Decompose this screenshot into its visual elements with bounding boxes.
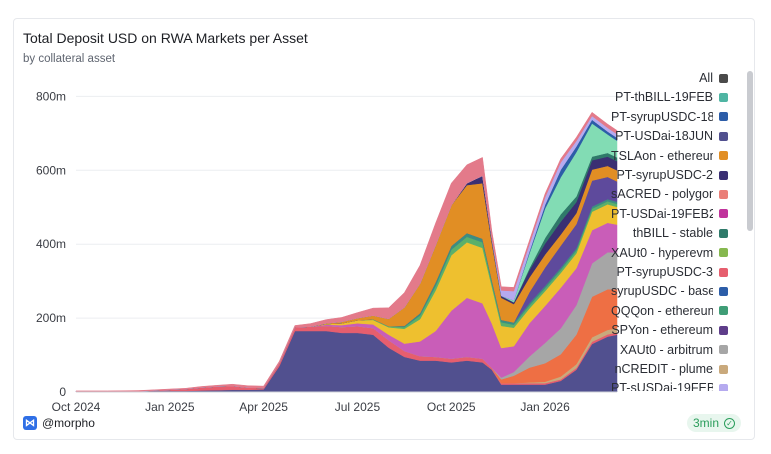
legend-item[interactable]: PT-syrupUSDC-3: [616, 263, 728, 281]
legend-label: PT-syrupUSDC-2: [616, 168, 713, 182]
legend-item[interactable]: PT-syrupUSDC-2: [616, 166, 728, 184]
legend-swatch: [719, 228, 728, 238]
x-tick-label: Oct 2025: [427, 400, 476, 414]
y-tick-label: 400m: [36, 237, 66, 251]
legend-swatch: [719, 383, 728, 391]
legend-item[interactable]: thBILL - stable: [633, 224, 728, 242]
legend-swatch: [719, 189, 728, 199]
refresh-label: 3min: [693, 416, 720, 430]
legend-label: sACRED - polygon: [611, 187, 713, 202]
brand-label: @morpho: [42, 416, 95, 430]
legend-swatch: [719, 364, 728, 374]
legend-item[interactable]: syrupUSDC - base: [611, 282, 728, 300]
legend-item[interactable]: PT-thBILL-19FEB: [615, 88, 728, 106]
y-tick-label: 600m: [36, 163, 66, 177]
x-tick-label: Jul 2025: [335, 400, 381, 414]
legend-swatch: [719, 131, 728, 141]
check-circle-icon: ✓: [724, 417, 736, 429]
legend-item[interactable]: XAUt0 - arbitrum: [620, 341, 728, 359]
x-tick-label: Jan 2026: [520, 400, 570, 414]
legend-item[interactable]: XAUt0 - hyperevm: [611, 244, 728, 262]
legend-label: PT-syrupUSDC-18: [611, 109, 713, 124]
x-tick-label: Jan 2025: [145, 400, 195, 414]
legend-item[interactable]: QQQon - ethereum: [611, 302, 728, 320]
x-tick-label: Apr 2025: [239, 400, 288, 414]
legend-swatch: [719, 73, 728, 83]
stacked-area-chart[interactable]: 0 200m 400m 600m 800m Oct 2024 Jan 2025 Apr 202…: [14, 19, 754, 439]
legend-swatch: [719, 170, 728, 180]
chart-subtitle: by collateral asset: [23, 53, 116, 65]
brand[interactable]: ⋈ @morpho: [23, 416, 95, 430]
legend-label: All: [699, 71, 713, 85]
legend-item[interactable]: PT-sUSDai-19FEB: [611, 379, 728, 391]
morpho-logo-icon: ⋈: [23, 416, 37, 430]
legend-label: thBILL - stable: [632, 226, 713, 241]
legend-item[interactable]: PT-syrupUSDC-18: [611, 108, 728, 126]
area-series: [75, 111, 618, 392]
legend: All PT-thBILL-19FEB PT-syrupUSDC-18 PT-USDa…: [610, 69, 742, 391]
y-tick-label: 200m: [36, 311, 66, 325]
legend-item[interactable]: SPYon - ethereum: [611, 321, 728, 339]
legend-label: XAUt0 - arbitrum: [619, 342, 713, 357]
legend-swatch: [719, 248, 728, 258]
legend-swatch: [719, 112, 728, 122]
legend-label: TSLAon - ethereum: [611, 148, 713, 163]
legend-label: PT-thBILL-19FEB: [615, 90, 713, 105]
legend-label: QQQon - ethereum: [611, 303, 713, 318]
legend-item[interactable]: All: [699, 69, 728, 87]
legend-item[interactable]: PT-USDai-19FEB2: [611, 205, 728, 223]
legend-swatch: [719, 286, 728, 296]
legend-label: PT-sUSDai-19FEB: [611, 381, 713, 391]
legend-scrollbar[interactable]: [747, 71, 753, 231]
legend-swatch: [719, 92, 728, 102]
legend-swatch: [719, 151, 728, 161]
legend-label: PT-syrupUSDC-3: [616, 265, 713, 279]
legend-label: nCREDIT - plume: [614, 362, 713, 376]
y-tick-label: 800m: [36, 89, 66, 103]
legend-swatch: [719, 267, 728, 277]
legend-swatch: [719, 325, 728, 335]
legend-label: XAUt0 - hyperevm: [611, 245, 713, 260]
legend-label: PT-USDai-18JUN: [615, 129, 713, 144]
legend-item[interactable]: TSLAon - ethereum: [611, 147, 728, 165]
legend-swatch: [719, 306, 728, 316]
legend-item[interactable]: PT-USDai-18JUN: [615, 127, 728, 145]
legend-label: SPYon - ethereum: [611, 323, 713, 338]
legend-item[interactable]: nCREDIT - plume: [615, 360, 728, 378]
refresh-badge[interactable]: 3min ✓: [687, 414, 742, 432]
chart-title: Total Deposit USD on RWA Markets per Ass…: [23, 30, 308, 46]
y-tick-label: 0: [59, 385, 66, 399]
x-tick-label: Oct 2024: [52, 400, 101, 414]
legend-label: PT-USDai-19FEB2: [611, 206, 713, 221]
legend-label: syrupUSDC - base: [611, 284, 713, 299]
legend-item[interactable]: sACRED - polygon: [611, 185, 728, 203]
legend-swatch: [719, 209, 728, 219]
legend-swatch: [719, 345, 728, 355]
chart-card: Total Deposit USD on RWA Markets per Ass…: [13, 18, 755, 440]
